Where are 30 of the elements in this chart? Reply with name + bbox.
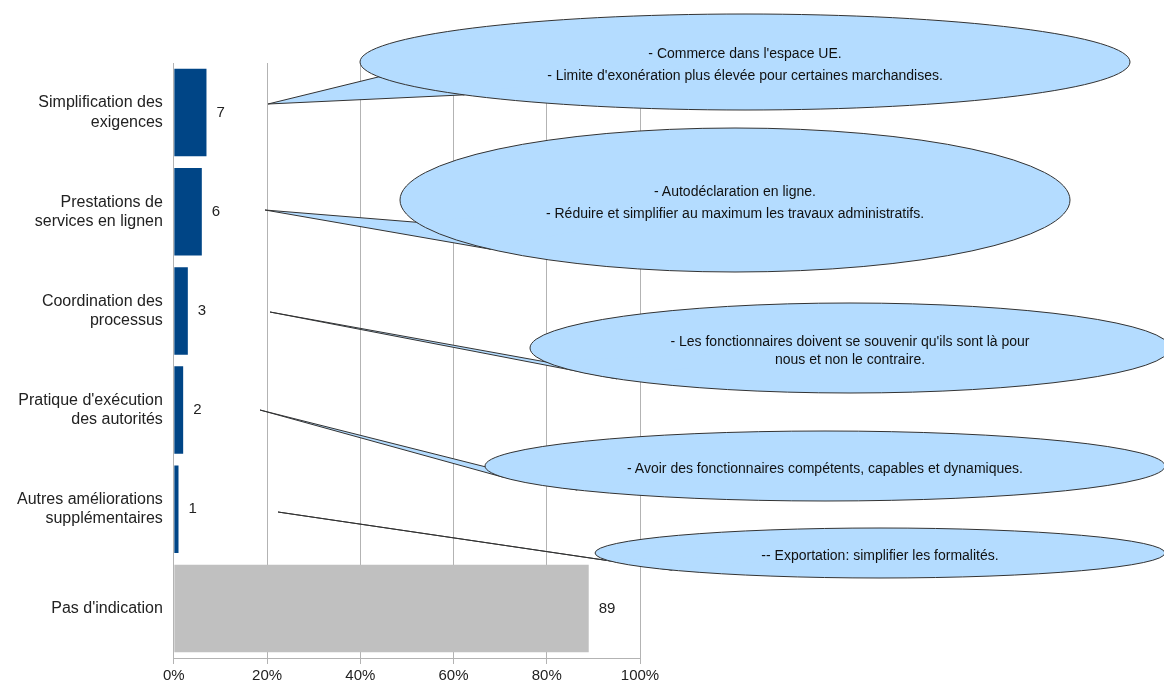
y-tick-label: Autres améliorations supplémentaires bbox=[17, 490, 163, 527]
data-label: 89 bbox=[598, 598, 616, 616]
x-tick-label: 60% bbox=[438, 666, 469, 684]
data-label: 6 bbox=[211, 201, 221, 219]
bar bbox=[174, 366, 184, 454]
x-tick-label: 0% bbox=[163, 666, 185, 684]
annotation: - Limite d'exonération plus élevée pour certaines marchandises. bbox=[546, 66, 944, 84]
x-tick-label: 100% bbox=[620, 666, 660, 684]
y-tick-label: Simplification des exigences bbox=[38, 93, 163, 130]
x-tick-label: 80% bbox=[531, 666, 562, 684]
data-label: 7 bbox=[216, 102, 225, 120]
y-tick-label: Pas d'indication bbox=[51, 598, 163, 616]
data-label: 3 bbox=[197, 301, 207, 319]
bar bbox=[174, 168, 202, 256]
text: - Autodéclaration en ligne. bbox=[653, 182, 817, 200]
bar bbox=[174, 267, 188, 355]
annotation: - Avoir des fonctionnaires compétents, capables et dynamiques. bbox=[626, 459, 1024, 477]
data-label: 1 bbox=[188, 499, 197, 517]
x-tick-label: 20% bbox=[252, 666, 283, 684]
y-tick-label: Coordination des processus bbox=[41, 291, 163, 328]
text: -- Exportation: simplifier les formalités. bbox=[760, 546, 1000, 564]
bar bbox=[174, 68, 207, 157]
y-tick-label: Prestations de services en lignen bbox=[34, 192, 163, 229]
data-label: 2 bbox=[193, 400, 202, 418]
annotation: - Réduire et simplifier au maximum les travaux administratifs. bbox=[544, 204, 926, 222]
text: - Commerce dans l'espace UE. bbox=[647, 44, 843, 62]
bar bbox=[174, 465, 179, 553]
y-tick-label: Pratique d'exécution des autorités bbox=[18, 390, 163, 428]
x-tick-label: 40% bbox=[345, 666, 376, 684]
text: - Les fonctionnaires doivent se souvenir qu'ils sont là pour nous et non le contraire. bbox=[669, 332, 1031, 368]
